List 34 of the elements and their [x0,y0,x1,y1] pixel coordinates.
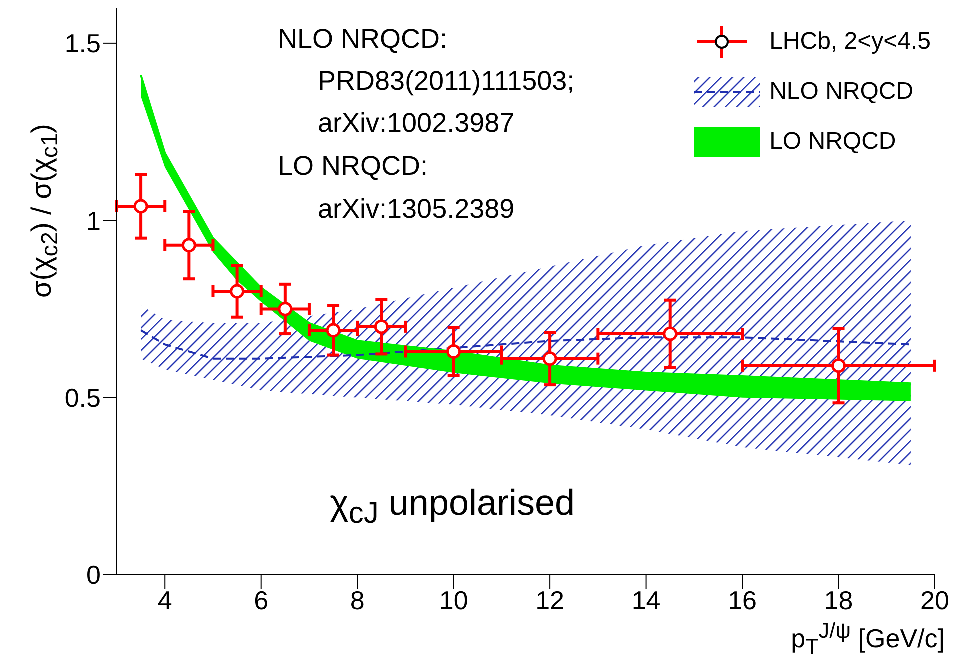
point [542,352,558,366]
point [326,323,341,338]
point [374,320,389,334]
y-tick-label: 0.5 [64,383,101,414]
annotation: LO NRQCD: [278,151,428,182]
x-tick-label: 20 [920,585,950,616]
legend-label: LHCb, 2<y<4.5 [770,28,931,56]
x-tick-label: 6 [254,585,269,616]
x-tick-label: 14 [632,585,661,616]
annotation: PRD83(2011)111503; [318,66,575,97]
point [663,326,678,342]
point [230,284,245,299]
line-series [140,329,912,360]
x-tick-label: 4 [158,585,172,616]
point [134,199,148,214]
x-tick-label: 10 [439,585,468,616]
point [832,358,846,374]
legend-label: NLO NRQCD [770,78,914,106]
point [446,344,462,359]
x-tick-label: 16 [728,585,757,616]
x-axis-title: p$_{T}$$^{J/ψ}$ [GeV/c] [791,618,945,659]
y-tick-label: 0 [86,560,101,590]
annotation: NLO NRQCD: [278,24,448,55]
point [278,302,293,316]
annotation: arXiv:1002.3987 [318,108,515,139]
point [182,238,196,253]
x-tick-label: 18 [824,585,854,616]
y-tick-label: 1.5 [64,28,101,59]
x-tick-label: 8 [350,585,365,616]
x-tick-label: 12 [536,585,565,616]
y-tick-label: 1 [86,206,101,236]
annotation: arXiv:1305.2389 [318,194,515,225]
legend-label: LO NRQCD [770,128,896,156]
annotation: χ$_{cJ}$ unpolarised [330,482,576,532]
